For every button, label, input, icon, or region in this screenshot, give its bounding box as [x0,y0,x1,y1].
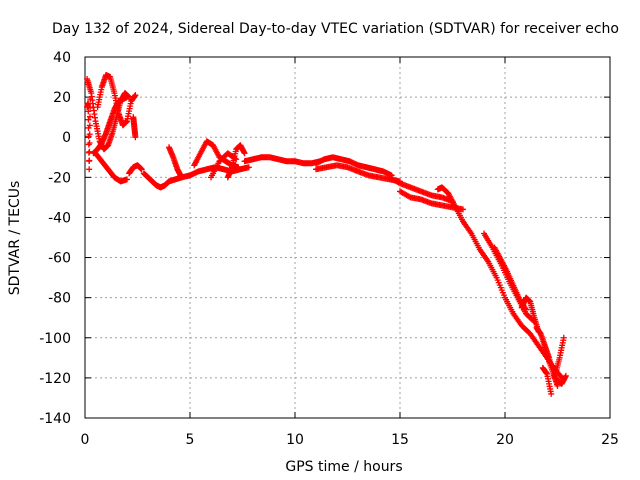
chart-title: Day 132 of 2024, Sidereal Day-to-day VTE… [52,21,619,37]
series-track-1 [84,76,133,153]
data-point [523,306,529,313]
data-point [86,148,93,155]
data-point [460,206,466,213]
data-point [85,108,92,115]
data-point [86,131,93,138]
series-track-6 [84,96,94,173]
series-track-2 [94,72,139,129]
series-track-7 [126,162,145,177]
series-track-8 [140,170,193,191]
data-point [86,157,93,164]
series-track-25 [546,358,569,387]
series-track-14 [241,154,324,167]
x-tick-label: 15 [391,432,409,448]
data-point [132,134,139,141]
series-track-4 [130,114,139,141]
x-tick-label: 10 [286,432,304,448]
data-point [548,390,555,397]
series-track-22 [518,294,542,335]
data-point [560,334,567,341]
series-track-5 [92,150,130,185]
x-tick-label: 5 [186,432,195,448]
y-tick-label: -40 [48,210,71,226]
y-tick-label: -60 [48,251,71,267]
y-axis-label: SDTVAR / TECUs [7,181,23,296]
axis-ticks: 0 5 10 15 20 25 -140 -120 -100 -80 -60 -40 -20 0 20 40 [39,50,619,448]
data-point [235,164,242,171]
y-tick-label: -20 [48,170,71,186]
y-tick-label: 40 [53,50,71,66]
data-point [85,100,92,107]
grid [85,57,610,418]
data-point [554,382,561,389]
series-track-26 [539,364,555,397]
series-track-13 [224,142,248,181]
y-tick-label: 0 [62,130,71,146]
data-point [132,92,139,99]
x-tick-label: 25 [601,432,619,448]
data-point [86,166,93,173]
y-tick-label: -100 [39,331,71,347]
y-tick-label: -80 [48,291,71,307]
x-tick-label: 20 [496,432,514,448]
series-track-15 [313,154,395,179]
y-tick-label: -120 [39,371,71,387]
data-point [87,104,94,111]
plot-frame [84,56,611,419]
data-point [87,96,94,103]
data-point [86,113,93,120]
series-track-10 [187,164,252,179]
x-axis-label: GPS time / hours [285,459,402,475]
data-point [124,94,130,101]
data-point [562,372,569,379]
data-point [85,116,92,123]
data-point [245,164,252,171]
data-point [138,166,145,173]
data-point [124,176,130,183]
data-point [178,174,185,181]
series-track-21 [491,244,529,313]
x-tick-label: 0 [81,432,90,448]
data-points [84,72,569,397]
data-point [241,150,248,157]
y-tick-label: 20 [53,90,71,106]
series-track-9 [166,144,185,181]
data-point [86,122,93,129]
y-tick-label: -140 [39,411,71,427]
data-point [86,139,93,146]
